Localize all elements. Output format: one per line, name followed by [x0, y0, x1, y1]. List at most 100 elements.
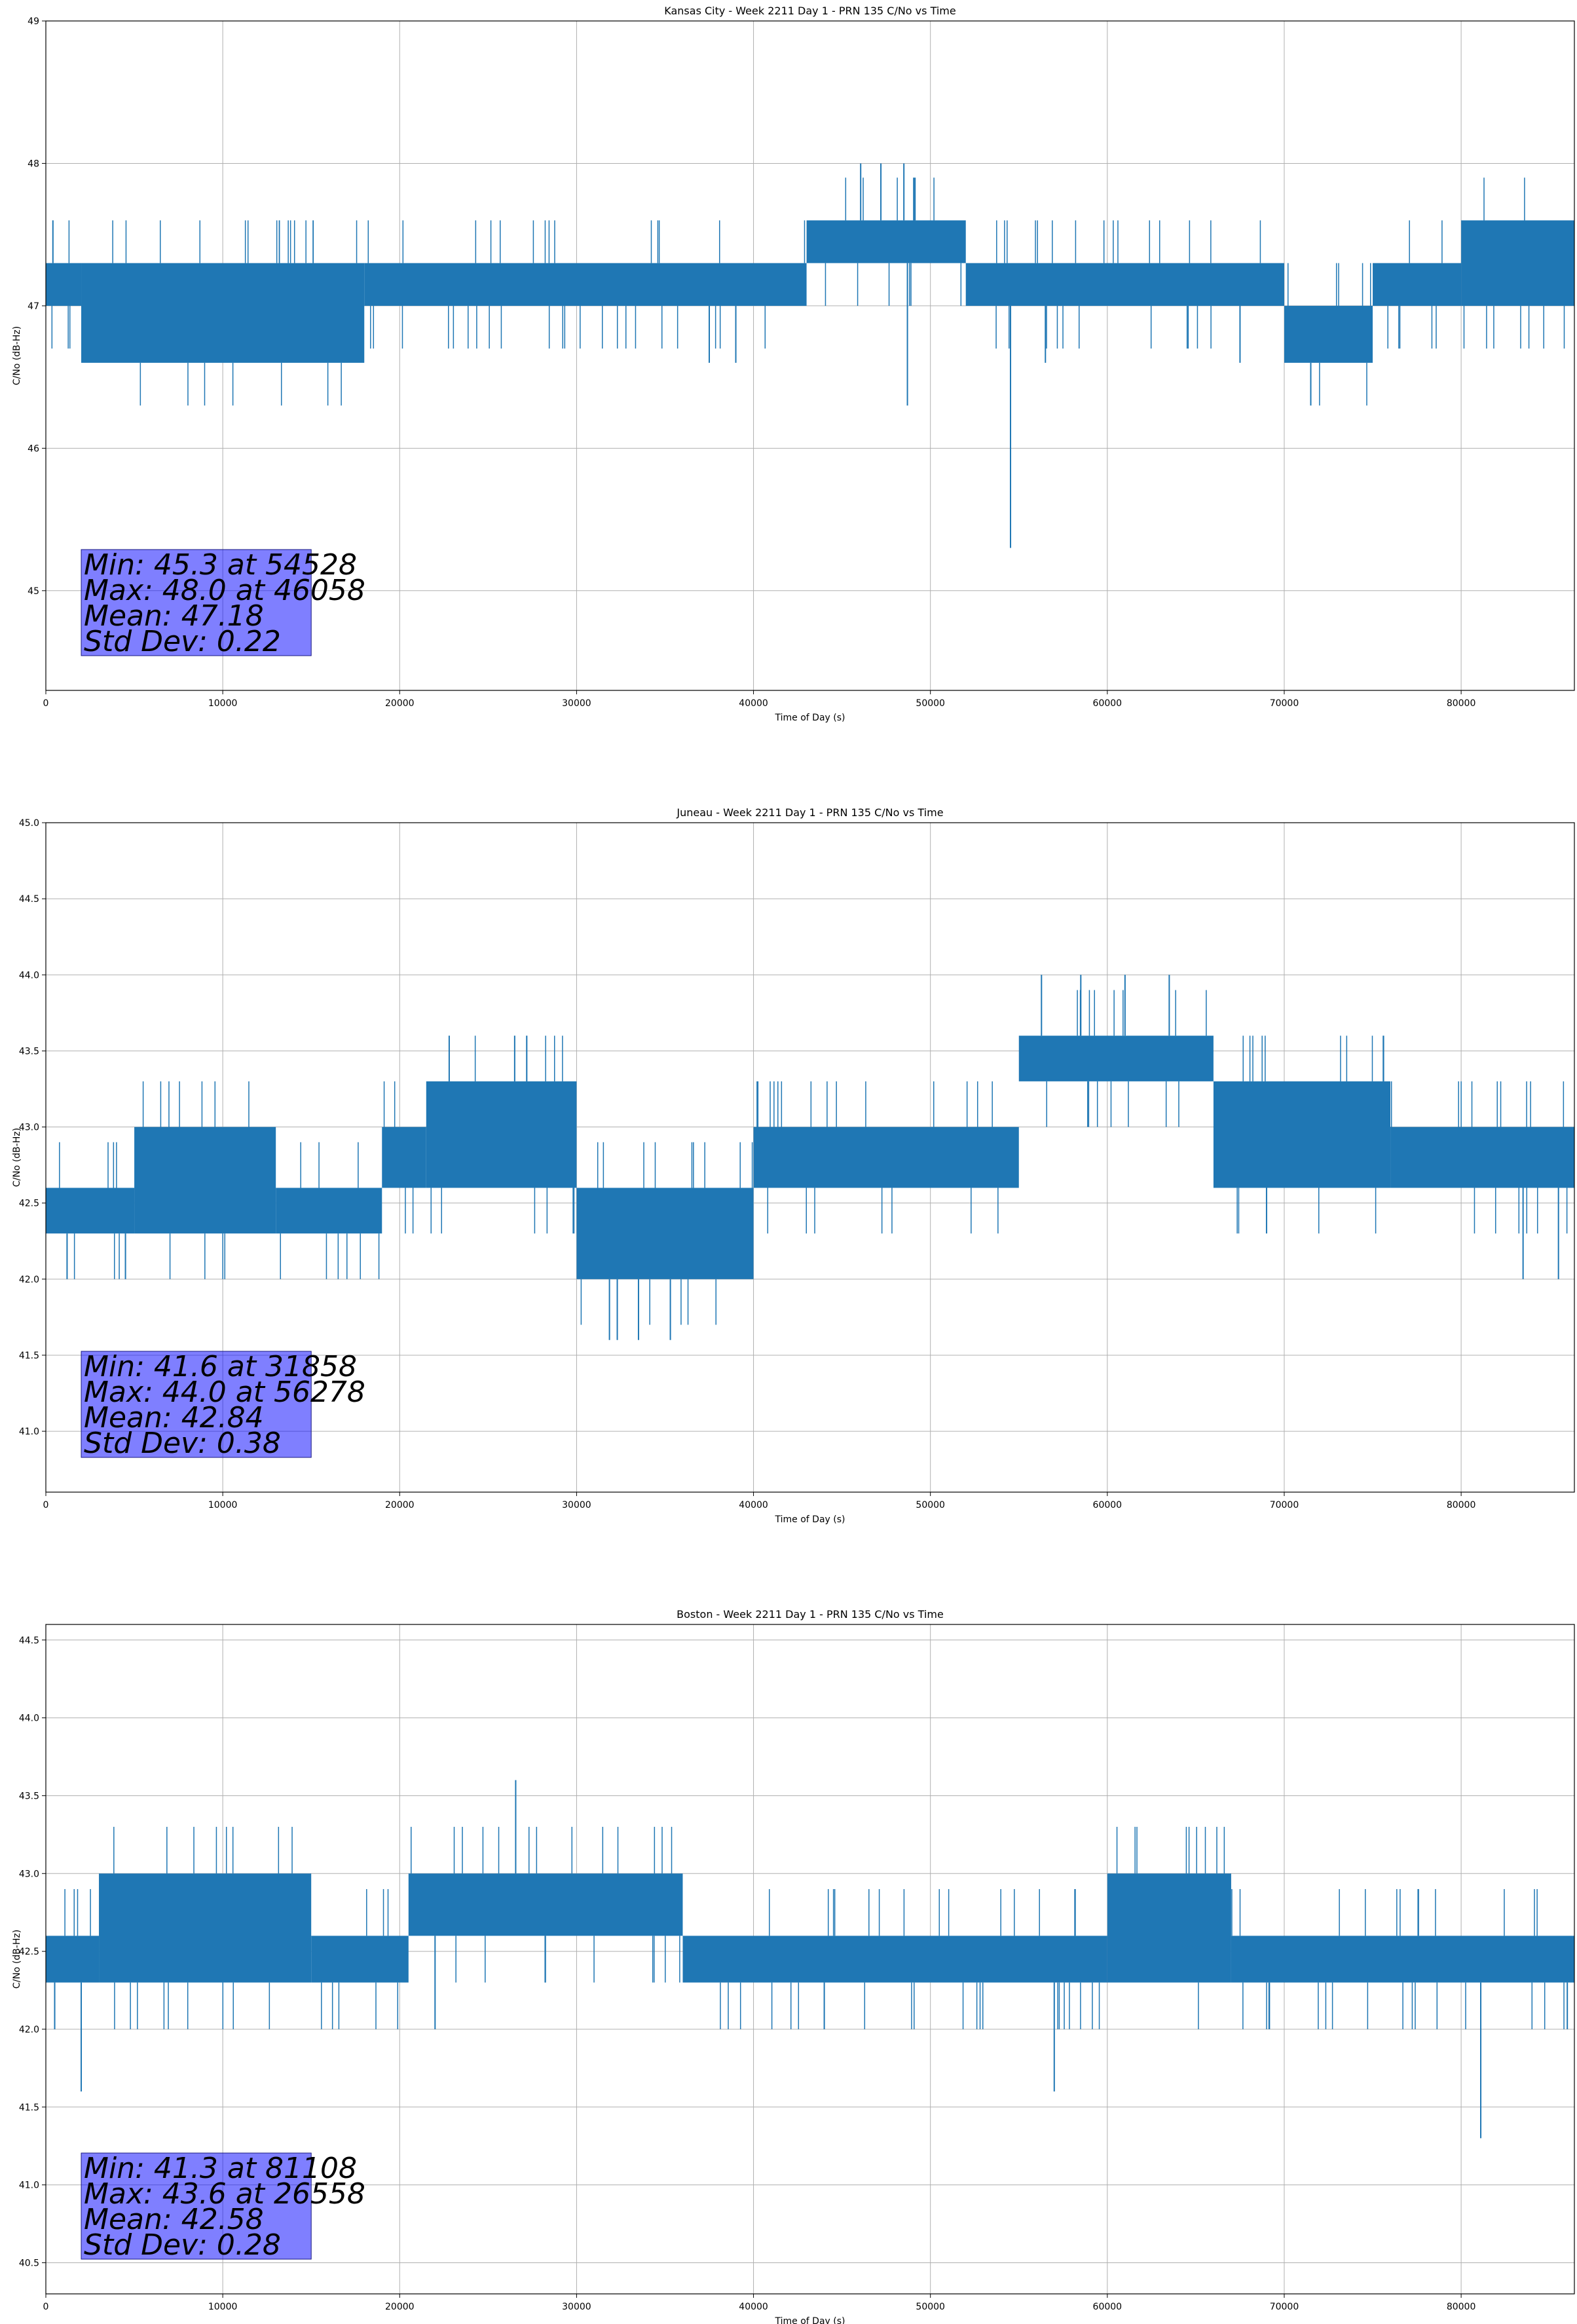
signal-band — [1373, 263, 1462, 306]
y-tick-label: 42.5 — [19, 1199, 39, 1209]
y-tick-label: 45.0 — [19, 818, 39, 829]
y-tick-label: 43.5 — [19, 1791, 39, 1801]
stat-max: Max: 44.0 at 56278 — [84, 1376, 365, 1409]
signal-band — [46, 263, 82, 306]
chart-panel-2: 0 10000 20000 30000 40000 50000 60000 70000 8000… — [12, 1608, 1575, 2324]
signal-band — [965, 263, 1284, 306]
stat-std: Std Dev: 0.22 — [84, 625, 281, 658]
signal-band — [1231, 1936, 1574, 1983]
signal-band — [382, 1127, 426, 1188]
signal-band — [1018, 1036, 1214, 1081]
stat-mean: Mean: 42.84 — [84, 1401, 264, 1434]
y-tick-label: 42.5 — [19, 1947, 39, 1957]
chart-panel-1: 0 10000 20000 30000 40000 50000 60000 70000 8000… — [12, 806, 1575, 1525]
x-tick-label: 80000 — [1447, 698, 1476, 709]
x-tick-label: 60000 — [1093, 2302, 1122, 2312]
y-tick-label: 40.5 — [19, 2258, 39, 2268]
chart-title: Boston - Week 2211 Day 1 - PRN 135 C/No … — [677, 1608, 944, 1621]
y-tick-label: 44.0 — [19, 970, 39, 981]
x-tick-label: 0 — [43, 1500, 49, 1510]
signal-band — [311, 1936, 409, 1983]
x-tick-label: 50000 — [916, 698, 945, 709]
signal-band — [753, 1127, 1019, 1188]
y-tick-label: 41.0 — [19, 2181, 39, 2191]
plot-area — [46, 975, 1574, 1340]
signal-band — [46, 1188, 135, 1234]
x-axis-label: Time of Day (s) — [775, 713, 845, 723]
x-tick-label: 40000 — [739, 698, 768, 709]
stats-box — [81, 1351, 312, 1458]
y-tick-label: 42.0 — [19, 2025, 39, 2035]
stat-max: Max: 48.0 at 46058 — [84, 574, 365, 607]
y-axis-label: C/No (dB-Hz) — [12, 1930, 22, 1989]
y-tick-label: 43.0 — [19, 1869, 39, 1879]
x-tick-label: 10000 — [208, 2302, 238, 2312]
axes-frame — [45, 20, 1575, 691]
x-tick-label: 60000 — [1093, 698, 1122, 709]
x-tick-label: 30000 — [562, 1500, 591, 1510]
x-tick-label: 70000 — [1270, 698, 1299, 709]
signal-band — [99, 1873, 312, 1983]
y-tick-label: 44.0 — [19, 1714, 39, 1724]
x-tick-label: 50000 — [916, 1500, 945, 1510]
y-tick-label: 43.5 — [19, 1046, 39, 1057]
signal-band — [134, 1127, 276, 1234]
stat-std: Std Dev: 0.38 — [84, 1427, 281, 1460]
x-tick-label: 70000 — [1270, 2302, 1299, 2312]
x-tick-label: 30000 — [562, 2302, 591, 2312]
y-axis-label: C/No (dB-Hz) — [12, 1128, 22, 1187]
y-tick-label: 44.5 — [19, 894, 39, 905]
x-tick-label: 10000 — [208, 698, 238, 709]
axes-frame — [45, 822, 1575, 1493]
signal-band — [1461, 220, 1574, 306]
chart-title: Juneau - Week 2211 Day 1 - PRN 135 C/No … — [676, 806, 943, 819]
x-tick-label: 20000 — [385, 2302, 415, 2312]
x-tick-label: 80000 — [1447, 2302, 1476, 2312]
signal-band — [426, 1081, 577, 1188]
x-tick-label: 60000 — [1093, 1500, 1122, 1510]
y-tick-label: 41.5 — [19, 1351, 39, 1361]
stat-std: Std Dev: 0.28 — [84, 2228, 281, 2262]
signal-band — [682, 1936, 1107, 1983]
chart-panel-0: 0 10000 20000 30000 40000 50000 60000 70000 8000… — [12, 5, 1575, 723]
y-axis-label: C/No (dB-Hz) — [12, 326, 22, 385]
x-tick-label: 70000 — [1270, 1500, 1299, 1510]
y-tick-label: 48 — [28, 159, 39, 169]
stat-min: Min: 41.6 at 31858 — [84, 1350, 357, 1383]
chart-title: Kansas City - Week 2211 Day 1 - PRN 135 … — [664, 5, 955, 17]
stat-min: Min: 41.3 at 81108 — [84, 2152, 357, 2185]
signal-band — [806, 220, 966, 263]
signal-band — [276, 1188, 382, 1234]
y-tick-label: 49 — [28, 16, 39, 27]
x-tick-label: 20000 — [385, 1500, 415, 1510]
y-tick-label: 41.0 — [19, 1427, 39, 1437]
x-axis-label: Time of Day (s) — [775, 1514, 845, 1525]
signal-band — [408, 1873, 683, 1936]
signal-band — [1107, 1873, 1231, 1983]
y-tick-label: 45 — [28, 586, 39, 597]
x-tick-label: 50000 — [916, 2302, 945, 2312]
stat-mean: Mean: 47.18 — [84, 599, 264, 633]
x-tick-label: 30000 — [562, 698, 591, 709]
x-tick-label: 0 — [43, 2302, 49, 2312]
axes-frame — [45, 1624, 1575, 2295]
signal-band — [1390, 1127, 1574, 1188]
signal-band — [1284, 305, 1373, 363]
y-tick-label: 43.0 — [19, 1123, 39, 1133]
x-tick-label: 0 — [43, 698, 49, 709]
x-axis-label: Time of Day (s) — [775, 2316, 845, 2324]
plot-area — [46, 1780, 1574, 2139]
stat-min: Min: 45.3 at 54528 — [84, 548, 357, 582]
y-tick-label: 46 — [28, 443, 39, 454]
y-tick-label: 44.5 — [19, 1636, 39, 1646]
plot-area — [46, 163, 1574, 548]
signal-band — [81, 263, 365, 363]
signal-band — [364, 263, 807, 306]
y-tick-label: 42.0 — [19, 1275, 39, 1285]
x-tick-label: 10000 — [208, 1500, 238, 1510]
signal-band — [1213, 1081, 1391, 1188]
stat-mean: Mean: 42.58 — [84, 2203, 264, 2236]
x-tick-label: 40000 — [739, 1500, 768, 1510]
x-tick-label: 40000 — [739, 2302, 768, 2312]
